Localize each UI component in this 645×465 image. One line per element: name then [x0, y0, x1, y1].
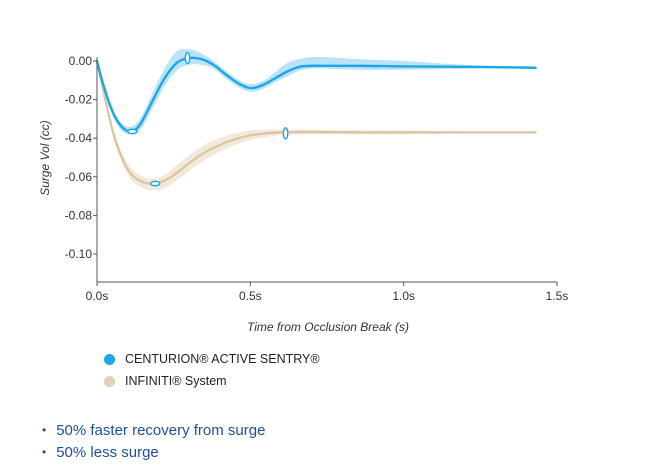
series-markers	[127, 51, 289, 187]
data-marker	[150, 180, 161, 187]
y-axis-title: Surge Vol (cc)	[38, 120, 52, 196]
band-centurion	[97, 48, 536, 135]
surge-chart: 0.00 -0.02 -0.04 -0.06 -0.08 -0.10 0.0s 0.5s 1.…	[38, 48, 569, 334]
bullet-dot-icon: •	[42, 445, 47, 459]
y-tick-label: -0.04	[65, 131, 93, 145]
x-tick-label: 0.5s	[239, 289, 262, 303]
y-tick-label: -0.10	[65, 247, 93, 261]
x-ticks: 0.0s 0.5s 1.0s 1.5s	[86, 282, 569, 303]
line-infiniti	[95, 59, 537, 185]
benefit-text: 50% faster recovery from surge	[56, 421, 266, 439]
y-tick-label: 0.00	[69, 54, 93, 68]
x-tick-label: 1.0s	[392, 289, 415, 303]
legend-item-centurion: CENTURION® ACTIVE SENTRY®	[104, 349, 320, 369]
y-tick-label: -0.06	[65, 170, 93, 184]
confidence-bands	[97, 48, 536, 191]
band-infiniti	[97, 61, 536, 191]
y-tick-label: -0.08	[65, 208, 93, 222]
x-tick-label: 1.5s	[546, 289, 569, 303]
x-axis-title: Time from Occlusion Break (s)	[247, 320, 409, 334]
benefit-item: • 50% less surge	[42, 441, 265, 463]
line-centurion	[95, 56, 537, 133]
benefit-item: • 50% faster recovery from surge	[42, 419, 265, 441]
benefit-list: • 50% faster recovery from surge • 50% l…	[42, 419, 265, 463]
legend-label-infiniti: INFINITI® System	[125, 374, 227, 388]
bullet-dot-icon: •	[42, 423, 47, 437]
benefit-text: 50% less surge	[56, 443, 159, 461]
axes	[96, 57, 557, 283]
data-marker	[282, 127, 289, 140]
y-tick-label: -0.02	[65, 93, 93, 107]
legend-swatch-infiniti	[104, 375, 115, 387]
data-marker	[127, 128, 138, 135]
legend-label-centurion: CENTURION® ACTIVE SENTRY®	[125, 352, 320, 366]
legend-item-infiniti: INFINITI® System	[104, 371, 320, 391]
y-ticks: 0.00 -0.02 -0.04 -0.06 -0.08 -0.10	[65, 54, 97, 261]
x-tick-label: 0.0s	[86, 289, 109, 303]
legend-swatch-centurion	[104, 353, 115, 365]
chart-legend: CENTURION® ACTIVE SENTRY® INFINITI® Syst…	[104, 349, 320, 393]
data-marker	[184, 51, 191, 65]
